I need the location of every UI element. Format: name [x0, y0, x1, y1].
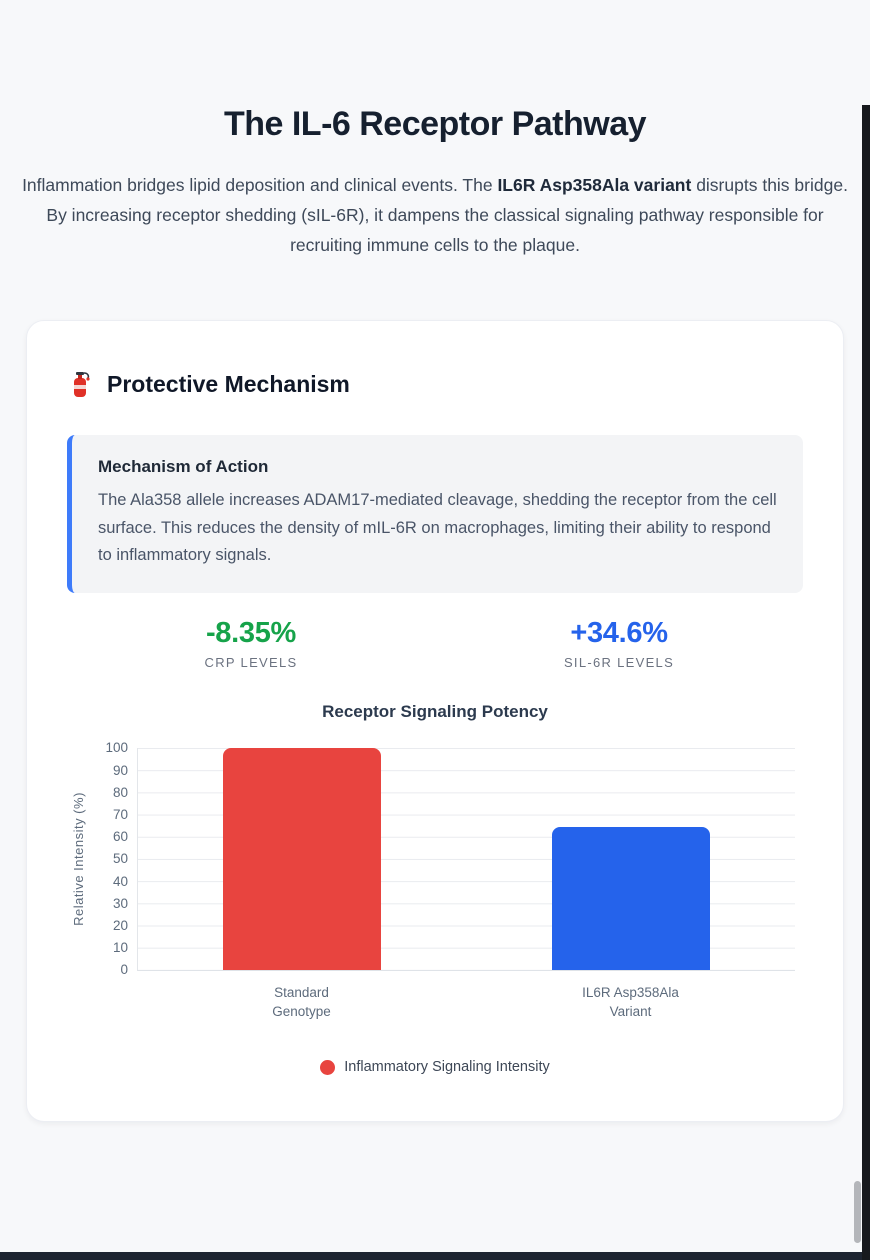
fire-extinguisher-icon: [67, 369, 93, 399]
x-axis-labels: Standard Genotype IL6R Asp358Ala Variant: [137, 984, 795, 1032]
y-tick: 70: [112, 807, 128, 822]
x-label-line: Variant: [609, 1004, 652, 1020]
page-title: The IL-6 Receptor Pathway: [223, 105, 647, 143]
y-tick: 10: [112, 940, 128, 956]
chart-plot-area: 100 90 80 70 60 50 40 30 20 10 0: [105, 740, 795, 977]
intro-variant-highlight: IL6R Asp358Ala variant: [497, 175, 692, 195]
y-tick: 100: [105, 740, 128, 756]
legend-marker-icon: [320, 1059, 336, 1075]
scrollbar-thumb[interactable]: [854, 1181, 861, 1243]
x-label-line: IL6R Asp358Ala: [582, 985, 679, 1001]
intro-text-before: Inflammation bridges lipid deposition an…: [22, 175, 498, 195]
chart-title: Receptor Signaling Potency: [322, 702, 548, 722]
y-tick: 60: [112, 829, 128, 845]
protective-mechanism-card: Protective Mechanism Mechanism of Action…: [26, 320, 844, 1123]
bar-il6r-variant[interactable]: [551, 827, 710, 971]
y-tick: 0: [120, 962, 128, 978]
x-label-standard-genotype: Standard Genotype: [192, 984, 412, 1022]
legend-label: Inflammatory Signaling Intensity: [344, 1059, 550, 1076]
stat-sil6r: +34.6% SIL-6R LEVELS: [435, 617, 803, 670]
stat-crp-label: CRP LEVELS: [204, 655, 298, 671]
intro-paragraph: Inflammation bridges lipid deposition an…: [19, 170, 851, 260]
stat-crp-value: -8.35%: [205, 617, 297, 650]
bottom-edge-strip: [0, 1252, 870, 1260]
card-header: Protective Mechanism: [67, 369, 803, 399]
y-tick: 80: [112, 784, 128, 800]
scrollbar-track: [862, 105, 870, 1260]
mechanism-callout: Mechanism of Action The Ala358 allele in…: [67, 435, 803, 594]
card-title: Protective Mechanism: [107, 370, 350, 397]
intro-text-after: disrupts this bridge. By increasing rece…: [46, 175, 848, 256]
stat-crp: -8.35% CRP LEVELS: [67, 617, 435, 670]
chart-legend[interactable]: Inflammatory Signaling Intensity: [67, 1059, 803, 1075]
y-tick: 20: [112, 918, 128, 933]
x-label-line: Genotype: [272, 1004, 331, 1020]
y-tick: 40: [112, 873, 128, 889]
x-label-line: Standard: [274, 985, 329, 1001]
x-label-il6r-variant: IL6R Asp358Ala Variant: [521, 984, 741, 1022]
y-axis-label: Relative Intensity (%): [71, 792, 86, 927]
y-tick: 90: [112, 762, 128, 778]
stats-row: -8.35% CRP LEVELS +34.6% SIL-6R LEVELS: [67, 617, 803, 670]
callout-body: The Ala358 allele increases ADAM17-media…: [98, 491, 777, 565]
bar-chart: Relative Intensity (%) 100 90 80 70 60 5…: [71, 740, 795, 1032]
bar-standard-genotype[interactable]: [223, 748, 382, 971]
stat-sil6r-label: SIL-6R LEVELS: [563, 655, 675, 671]
y-tick: 50: [112, 851, 128, 867]
stat-sil6r-value: +34.6%: [570, 617, 668, 650]
callout-title: Mechanism of Action: [98, 457, 269, 477]
y-tick: 30: [112, 895, 128, 911]
